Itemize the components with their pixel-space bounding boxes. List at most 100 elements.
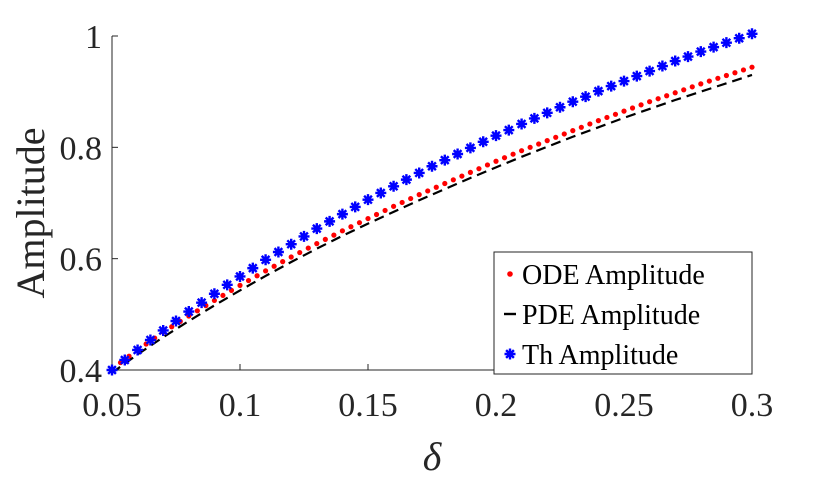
th-point [618, 75, 630, 87]
ode-dot [638, 102, 644, 108]
ode-dot [331, 232, 337, 238]
ode-point [339, 228, 345, 234]
ode-point [647, 99, 653, 105]
th-point [656, 60, 668, 72]
th-point [477, 136, 489, 148]
legend-entry-label: ODE Amplitude [522, 260, 705, 291]
ode-dot [433, 184, 439, 190]
ode-point [723, 72, 730, 79]
y-tick-label: 0.8 [60, 130, 103, 167]
th-point [746, 28, 758, 40]
ode-point [442, 180, 448, 187]
ode-dot [689, 84, 695, 90]
th-point [528, 112, 540, 124]
ode-point [698, 81, 704, 87]
th-point [682, 51, 694, 63]
ode-dot [561, 131, 567, 137]
ode-dot [356, 220, 363, 226]
ode-dot [399, 199, 405, 206]
ode-point [391, 203, 397, 209]
ode-point [288, 254, 294, 260]
ode-dot [740, 67, 747, 73]
legend-box [493, 251, 753, 375]
th-point [592, 85, 604, 97]
th-point [247, 262, 259, 274]
ode-dot [305, 245, 311, 251]
th-point [580, 91, 592, 103]
legend-ode-marker [507, 271, 513, 277]
series-layer [106, 28, 758, 376]
series-ode-amplitude [109, 64, 755, 372]
ode-dot [348, 224, 354, 230]
ode-point [314, 241, 320, 247]
series-pde-amplitude [111, 73, 753, 374]
th-point [132, 344, 144, 356]
ode-dot [245, 277, 252, 284]
ode-point [749, 64, 755, 70]
legend-th-marker [504, 348, 516, 360]
legend: ODE Amplitude PDE Amplitude Th Amplitude [493, 251, 753, 375]
ode-dot [254, 273, 260, 279]
legend-entry-label: PDE Amplitude [522, 300, 700, 331]
ode-point [519, 148, 525, 154]
ode-dot [484, 162, 491, 168]
th-point [285, 238, 297, 250]
ode-dot [476, 166, 482, 172]
ode-dot [382, 207, 388, 214]
ode-point [672, 90, 678, 96]
ode-dot [322, 236, 328, 242]
th-point [260, 254, 272, 266]
th-point [439, 154, 451, 166]
ode-point [544, 138, 550, 144]
th-point [272, 246, 284, 258]
th-point [605, 80, 617, 92]
ode-dot [629, 105, 636, 111]
ode-dot [715, 75, 721, 81]
th-point [119, 354, 131, 366]
y-tick-label: 1 [85, 19, 102, 56]
y-tick-label: 0.6 [60, 242, 103, 279]
y-tick-label: 0.4 [60, 353, 103, 390]
th-point [170, 315, 182, 327]
ode-dot [664, 93, 670, 99]
ode-dot [280, 259, 286, 265]
ode-point [595, 118, 602, 124]
x-tick-label: 0.3 [731, 387, 774, 424]
ode-point [493, 158, 499, 164]
th-point [503, 124, 515, 136]
th-point [144, 334, 156, 346]
th-point [669, 55, 681, 67]
ode-point [416, 192, 422, 198]
th-point [375, 187, 387, 199]
ode-dot [527, 144, 533, 150]
th-point [413, 167, 425, 179]
ode-dot [536, 141, 542, 147]
axes: 0.05 0.1 0.15 0.2 0.25 0.3 0.4 0.6 0.8 1 δ Amplitud… [8, 19, 773, 479]
th-point [464, 142, 476, 154]
x-axis-label: δ [423, 434, 443, 479]
ode-dot [501, 155, 508, 161]
th-point [208, 288, 220, 300]
th-point [554, 101, 566, 113]
ode-dot [194, 308, 200, 314]
th-point [324, 215, 336, 227]
ode-dot [271, 263, 277, 269]
th-point [311, 223, 323, 235]
th-point [567, 96, 579, 108]
th-point [452, 148, 464, 160]
th-point [644, 65, 656, 77]
ode-dot [681, 87, 687, 93]
th-point [708, 41, 720, 53]
ode-dot [220, 292, 226, 299]
th-point [157, 324, 169, 336]
ode-point [237, 282, 243, 288]
ode-point [211, 297, 217, 304]
th-point [490, 130, 502, 142]
th-point [631, 70, 643, 82]
th-point [336, 208, 348, 220]
th-point [426, 160, 438, 172]
th-point [516, 118, 528, 130]
ode-dot [408, 195, 414, 202]
ode-dot [425, 188, 431, 194]
